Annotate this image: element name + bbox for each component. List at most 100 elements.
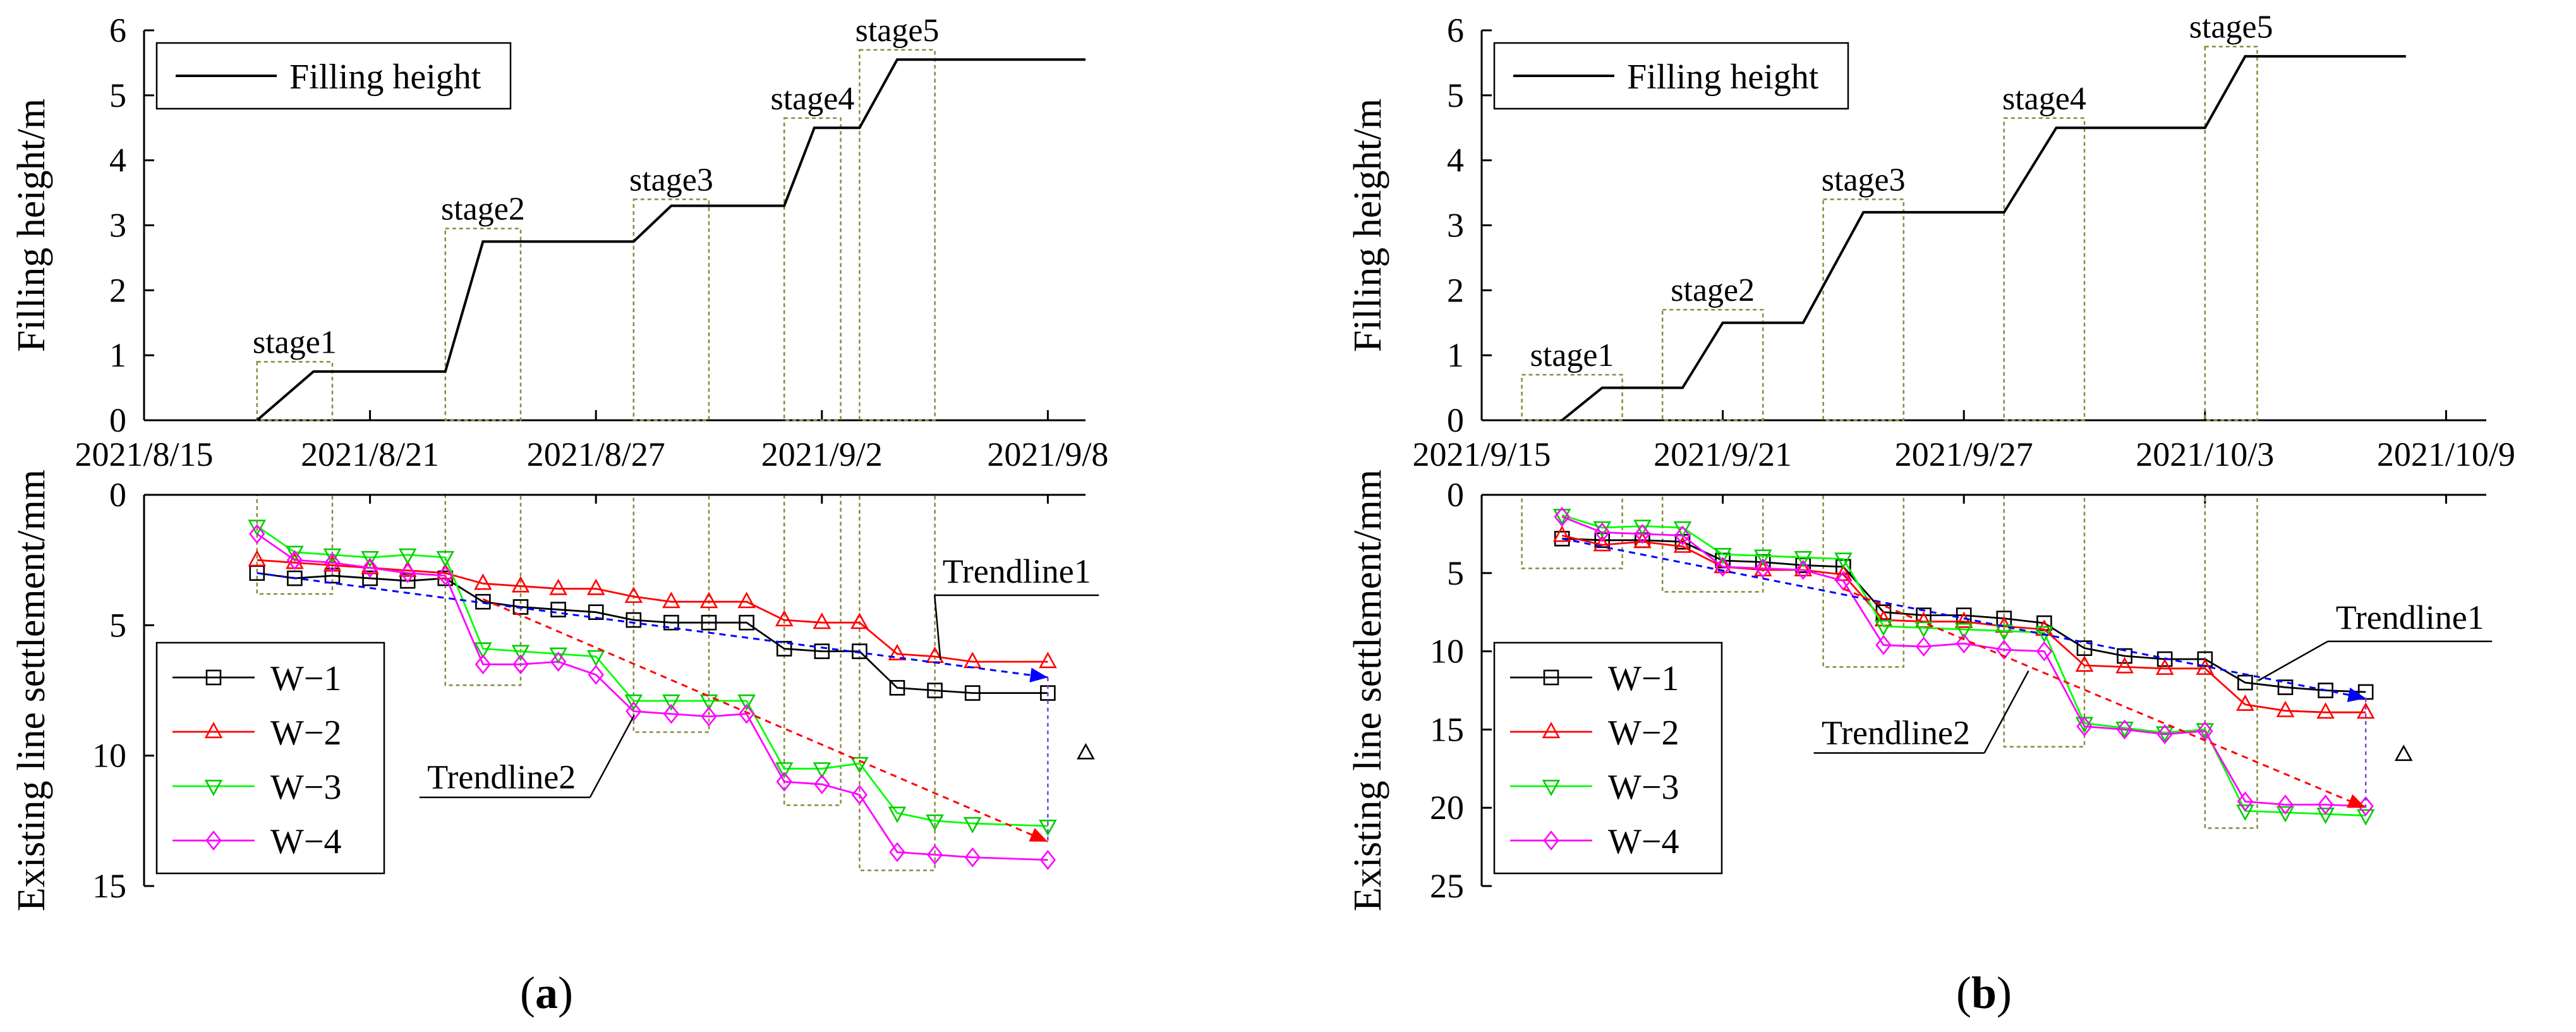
data-point [398,548,417,565]
data-point [361,550,379,568]
trendline [482,598,1048,843]
data-point [586,578,605,595]
data-point [737,592,756,609]
data-point [588,604,604,621]
data-point [739,614,754,631]
data-point [662,694,680,711]
settlement-y-tick-label: 15 [92,867,126,905]
x-tick-label: 2021/10/3 [2136,435,2274,473]
data-point [776,772,792,792]
data-point [2156,724,2173,744]
filling-y-tick-label: 1 [109,336,126,374]
settlement-y-tick-label: 0 [1447,476,1464,514]
filling-height-line [256,58,1085,422]
filling-y-tick-label: 0 [1447,401,1464,439]
trendline-arrowhead [2347,688,2366,702]
x-tick-label: 2021/9/15 [1412,435,1551,473]
legend-marker [1542,722,1561,739]
data-point [2316,808,2335,825]
data-point [814,643,830,659]
data-point [2236,804,2254,822]
data-point [511,645,530,662]
data-point [436,550,455,568]
x-tick-label: 2021/8/15 [75,435,213,473]
data-point [550,602,566,617]
filling-y-tick-label: 5 [109,76,126,114]
trendline-leader [933,595,941,660]
data-point [1714,556,1732,573]
series-line [257,525,1048,827]
legend-label: W−4 [1608,822,1679,861]
trendline-label: Trendline2 [427,758,576,796]
data-point [813,612,831,629]
x-tick-label: 2021/8/27 [527,435,665,473]
settlement-y-tick-label: 25 [1430,867,1464,905]
legend-marker [1543,830,1559,851]
panel-label: (b) [1956,968,2012,1018]
data-point [1875,634,1892,655]
data-point [399,562,416,583]
data-point [2115,657,2134,674]
data-point [2116,719,2133,740]
legend-marker [204,722,223,739]
series-line [257,533,1048,861]
series-line [257,572,1048,695]
trendline [257,572,1048,679]
panel-a: 0 1 2 3 4 5 6 2021/8/15 2021/8/21 2021/8/27 2021/9… [10,11,1108,1018]
legend-label: W−1 [1608,659,1679,698]
data-point [512,599,529,615]
data-point [361,557,378,578]
data-point [738,703,755,724]
filling-y-axis-title: Filling height/m [1346,99,1389,352]
data-point [1554,506,1570,527]
series-3 [248,519,1057,836]
legend-label: W−3 [1608,768,1679,807]
data-point [963,816,982,834]
legend-label: W−1 [270,659,341,698]
stage-box-settlement [1661,494,1764,593]
data-point [1673,521,1692,538]
trendline-arrowhead [1029,828,1048,842]
stage-label: stage4 [2002,81,2086,117]
data-point [586,650,605,667]
legend-marker [1542,779,1561,796]
data-point [511,576,530,593]
data-point [362,570,378,586]
data-point [1714,547,1732,564]
data-point [699,592,718,609]
data-point [2035,626,2053,643]
series-4 [249,524,1056,870]
series-4 [1554,506,2374,816]
filling-y-tick-label: 0 [109,401,126,439]
stage-label: stage5 [2189,9,2273,46]
filling-y-tick-label: 5 [1447,76,1464,114]
difference-marker [2394,744,2413,762]
data-point [248,519,267,537]
data-point [324,552,341,573]
stage-box [783,117,842,422]
series-line [1561,516,2366,808]
data-point [699,694,718,711]
filling-legend-label: Filling height [1627,58,1819,97]
data-point [626,612,642,628]
settlement-y-tick-label: 10 [1430,633,1464,671]
data-point [624,586,643,604]
stage-box-settlement [1521,494,1623,569]
trendline-label: Trendline1 [943,552,1091,590]
legend-marker [1543,669,1559,686]
stage-box-settlement [632,494,710,733]
stage-box [2003,117,2086,422]
panel-label: (a) [520,968,573,1018]
stage-label: stage2 [441,191,525,228]
stage-box-settlement [2204,494,2258,829]
filling-height-line [1561,55,2406,422]
data-point [964,847,981,868]
data-point [701,614,717,631]
data-point [1794,550,1813,568]
data-point [1954,611,1973,628]
data-point [1039,819,1057,836]
legend-label: W−2 [1608,713,1679,753]
data-point [889,842,905,863]
data-point [474,573,492,590]
